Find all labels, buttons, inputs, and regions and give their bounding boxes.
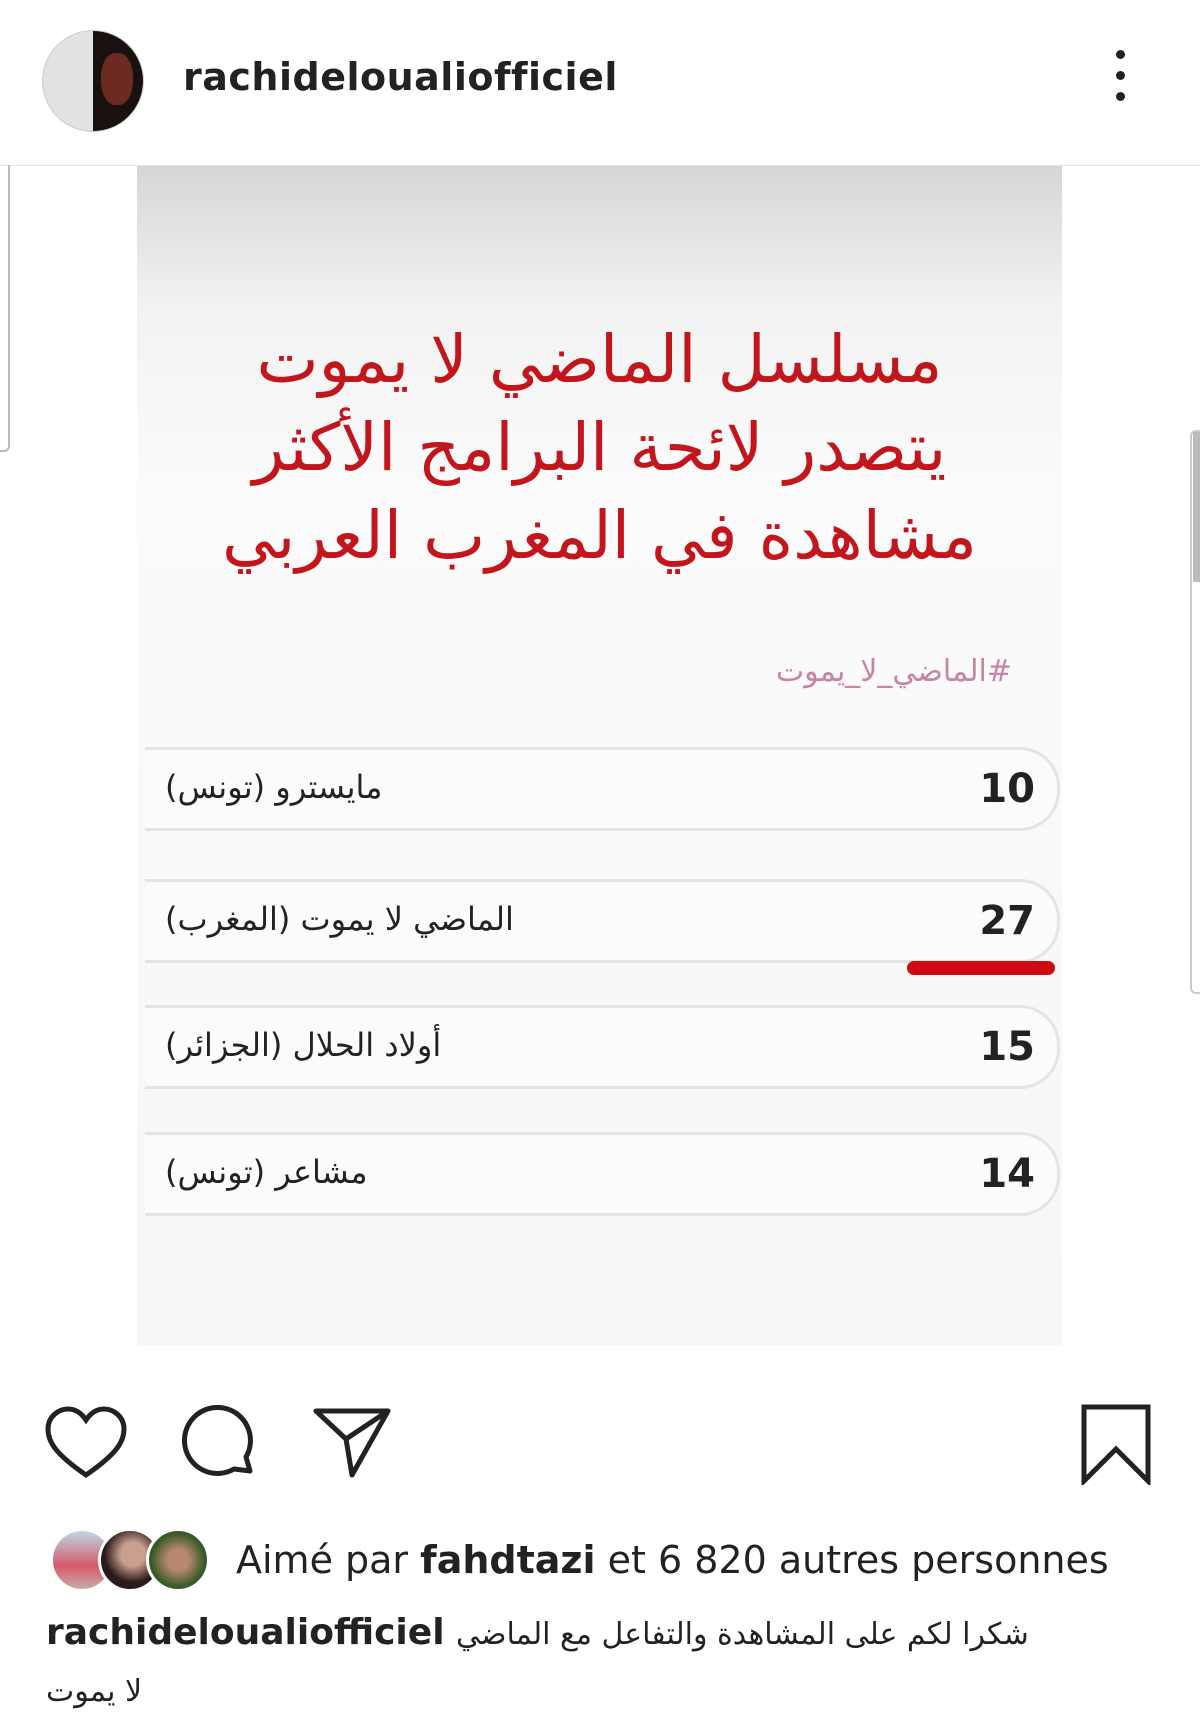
show-title: مايسترو (تونس) [165, 768, 383, 806]
bookmark-icon[interactable] [1080, 1403, 1152, 1485]
caption-text: شكرا لكم على المشاهدة والتفاعل مع الماضي [455, 1617, 1029, 1652]
caption-text-continued: لا يموت [46, 1674, 143, 1709]
headline-line: مسلسل الماضي لا يموت [256, 321, 943, 398]
comment-icon[interactable] [180, 1405, 260, 1485]
previous-post-edge [0, 165, 10, 452]
send-icon[interactable] [312, 1405, 392, 1481]
ranking-row: 14 مشاعر (تونس) [145, 1132, 1060, 1216]
headline-line: يتصدر لائحة البرامج الأكثر [252, 409, 947, 486]
likes-summary[interactable]: Aimé par fahdtazi et 6 820 autres person… [236, 1538, 1109, 1582]
ranking-row: 15 أولاد الحلال (الجزائر) [145, 1005, 1060, 1089]
more-vertical-icon[interactable] [1105, 50, 1135, 110]
scrollbar[interactable] [1190, 430, 1200, 994]
avatar[interactable] [42, 30, 144, 132]
show-title: أولاد الحلال (الجزائر) [165, 1026, 442, 1064]
rank-value: 27 [979, 898, 1035, 944]
headline-line: مشاهدة في المغرب العربي [222, 497, 977, 574]
post-headline: مسلسل الماضي لا يموت يتصدر لائحة البرامج… [137, 316, 1062, 580]
rank-value: 14 [979, 1151, 1035, 1197]
avatar [146, 1528, 210, 1592]
show-title: مشاعر (تونس) [165, 1153, 368, 1191]
ranking-row: 10 مايسترو (تونس) [145, 747, 1060, 831]
rank-value: 10 [979, 766, 1035, 812]
likes-count[interactable]: et 6 820 autres personnes [607, 1538, 1109, 1582]
post-image: مسلسل الماضي لا يموت يتصدر لائحة البرامج… [137, 166, 1062, 1346]
ranking-row-highlighted: 27 الماضي لا يموت (المغرب) [145, 879, 1060, 963]
hashtag: #الماضي_لا_يموت [775, 654, 1012, 689]
likes-prefix: Aimé par [236, 1538, 409, 1582]
username[interactable]: rachidelouali­officiel [183, 55, 618, 99]
show-title: الماضي لا يموت (المغرب) [165, 900, 514, 938]
post-header: rachidelouali­officiel [0, 0, 1200, 166]
heart-icon[interactable] [44, 1405, 128, 1481]
liker-username[interactable]: fahdtazi [420, 1538, 596, 1582]
caption: rachidelouali­officiel شكرا لكم على المش… [46, 1612, 1029, 1653]
highlight-underline [907, 961, 1055, 975]
caption-username[interactable]: rachidelouali­officiel [46, 1612, 445, 1653]
rank-value: 15 [979, 1024, 1035, 1070]
